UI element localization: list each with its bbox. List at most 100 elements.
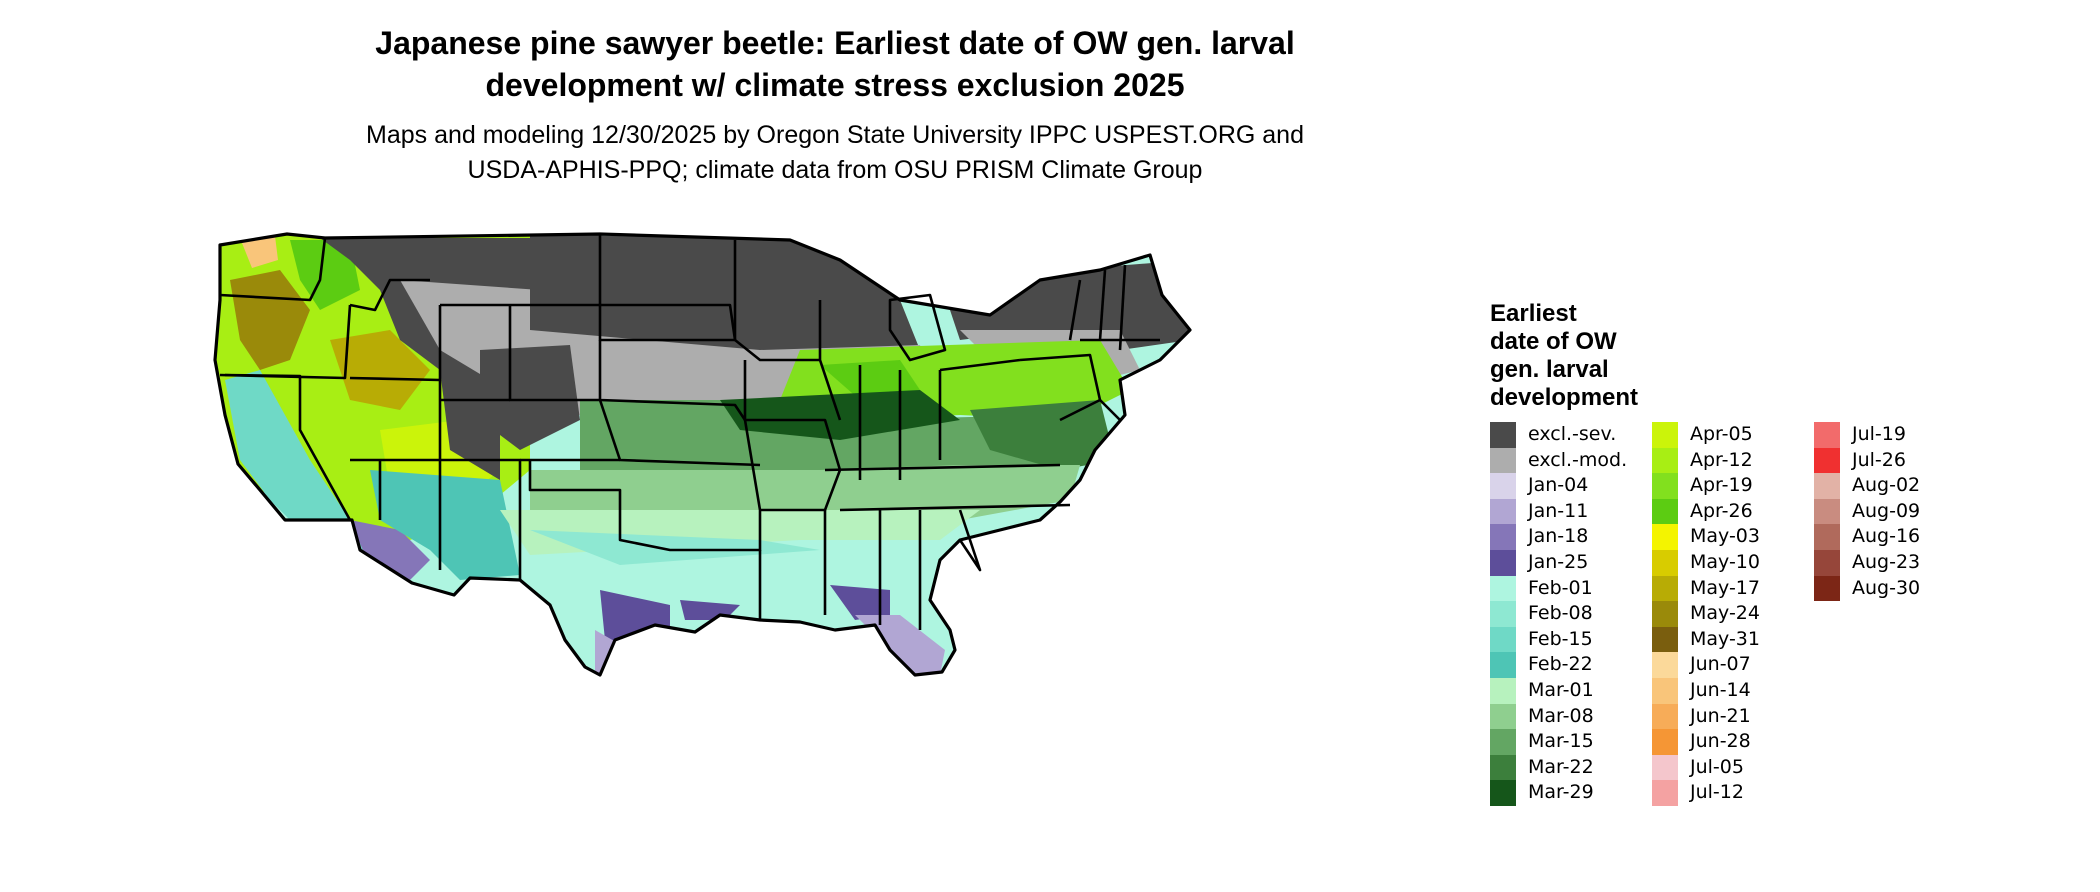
legend-label: excl.-mod.	[1528, 448, 1628, 471]
legend-label: May-03	[1690, 525, 1760, 548]
legend-label: Jul-19	[1852, 423, 1906, 445]
legend-swatch	[1490, 601, 1516, 627]
map-subtitle-line-2: USDA-APHIS-PPQ; climate data from OSU PR…	[467, 156, 1203, 184]
legend-label: May-24	[1690, 602, 1760, 625]
legend-label: Jun-21	[1690, 704, 1751, 727]
legend-swatch	[1652, 473, 1678, 499]
legend-label: Jan-25	[1528, 550, 1589, 573]
legend-label: Jan-04	[1528, 474, 1589, 497]
legend-label: Aug-30	[1852, 576, 1921, 599]
legend-label: Aug-16	[1852, 525, 1921, 548]
legend-swatch	[1814, 473, 1840, 499]
legend-swatch	[1652, 754, 1678, 781]
legend-swatch	[1490, 524, 1516, 550]
legend-title-line-4: development	[1490, 384, 1639, 411]
legend-label: Mar-01	[1528, 678, 1594, 701]
legend-label: May-31	[1690, 627, 1760, 650]
legend-label: Apr-05	[1690, 423, 1753, 445]
legend-swatch	[1652, 729, 1678, 755]
legend-title: Earliest date of OW gen. larval developm…	[1490, 300, 1638, 412]
legend-label: Jun-28	[1690, 730, 1751, 753]
legend-swatch	[1652, 601, 1678, 627]
legend-swatch	[1652, 422, 1678, 448]
region-west-bright	[290, 240, 360, 310]
legend-swatch	[1814, 575, 1840, 602]
legend-label: Feb-15	[1528, 627, 1593, 650]
state-borders	[213, 232, 1192, 677]
legend-swatch	[1490, 447, 1516, 474]
legend-swatch	[1490, 652, 1516, 678]
legend-swatch	[1652, 575, 1678, 602]
map-subtitle: Maps and modeling 12/30/2025 by Oregon S…	[200, 118, 1470, 188]
legend-label: Jul-12	[1690, 781, 1744, 804]
legend-label: May-10	[1690, 550, 1760, 573]
legend-swatch	[1652, 447, 1678, 474]
map-subtitle-line-1: Maps and modeling 12/30/2025 by Oregon S…	[366, 121, 1304, 149]
legend-swatch	[1652, 652, 1678, 678]
region-virginia-darkgreen	[970, 400, 1115, 470]
legend-title-line-2: date of OW	[1490, 328, 1617, 355]
legend-label: Feb-22	[1528, 653, 1593, 676]
legend-label: Aug-09	[1852, 499, 1921, 522]
legend-label: Aug-23	[1852, 550, 1921, 573]
region-ohio-dark	[820, 360, 920, 400]
legend-swatch	[1490, 677, 1516, 704]
legend-swatch	[1652, 677, 1678, 704]
map-title-line-2: development w/ climate stress exclusion …	[485, 67, 1185, 103]
legend-swatch	[1490, 780, 1516, 806]
legend: Earliest date of OW gen. larval developm…	[1490, 300, 2090, 820]
legend-label: Jul-05	[1690, 755, 1744, 778]
legend-label: Jun-07	[1690, 653, 1751, 676]
legend-label: Aug-02	[1852, 474, 1921, 497]
legend-label: Mar-22	[1528, 755, 1594, 778]
legend-swatch	[1490, 575, 1516, 602]
legend-swatch	[1814, 524, 1840, 550]
legend-swatch	[1490, 703, 1516, 730]
legend-label: Mar-15	[1528, 730, 1594, 753]
legend-swatch	[1490, 498, 1516, 525]
legend-label: Mar-08	[1528, 704, 1594, 727]
legend-label: May-17	[1690, 576, 1760, 599]
legend-swatch	[1490, 422, 1516, 448]
region-arizona-teal	[370, 470, 520, 580]
legend-label: Jan-11	[1528, 499, 1589, 522]
region-desert-purple	[350, 520, 430, 580]
legend-label: Feb-08	[1528, 602, 1593, 625]
region-california-teal	[225, 370, 370, 560]
region-west-olive-2	[330, 330, 430, 410]
legend-label: Apr-12	[1690, 448, 1753, 471]
region-florida-purple	[830, 585, 890, 620]
region-colorado-dark	[480, 345, 580, 450]
region-northplains-dark	[530, 234, 920, 370]
legend-label: Apr-19	[1690, 474, 1753, 497]
legend-swatch	[1490, 549, 1516, 576]
legend-swatch	[1814, 447, 1840, 474]
legend-swatch	[1490, 754, 1516, 781]
legend-label: Jul-26	[1852, 448, 1906, 471]
legend-title-line-3: gen. larval	[1490, 356, 1609, 383]
legend-swatch	[1814, 422, 1840, 448]
map-title-line-1: Japanese pine sawyer beetle: Earliest da…	[375, 25, 1295, 61]
legend-swatch	[1652, 498, 1678, 525]
region-southern-green	[530, 465, 1080, 520]
legend-label: Feb-01	[1528, 576, 1593, 599]
us-map	[213, 232, 1192, 677]
legend-swatch	[1490, 473, 1516, 499]
legend-label: excl.-sev.	[1528, 423, 1617, 445]
legend-swatch	[1652, 524, 1678, 550]
legend-swatch	[1814, 549, 1840, 576]
legend-swatch	[1652, 780, 1678, 806]
region-gulf-teal	[530, 530, 820, 565]
map-title: Japanese pine sawyer beetle: Earliest da…	[200, 22, 1470, 106]
legend-swatch	[1652, 626, 1678, 653]
legend-label: Jun-14	[1690, 678, 1751, 701]
legend-swatch	[1652, 549, 1678, 576]
region-west-olive	[230, 270, 310, 370]
legend-swatch	[1652, 703, 1678, 730]
legend-label: Jan-18	[1528, 525, 1589, 548]
legend-swatch	[1814, 498, 1840, 525]
legend-label: Apr-26	[1690, 499, 1753, 522]
legend-label: Mar-29	[1528, 781, 1594, 804]
legend-swatch	[1490, 729, 1516, 755]
region-west-peach	[240, 236, 278, 268]
